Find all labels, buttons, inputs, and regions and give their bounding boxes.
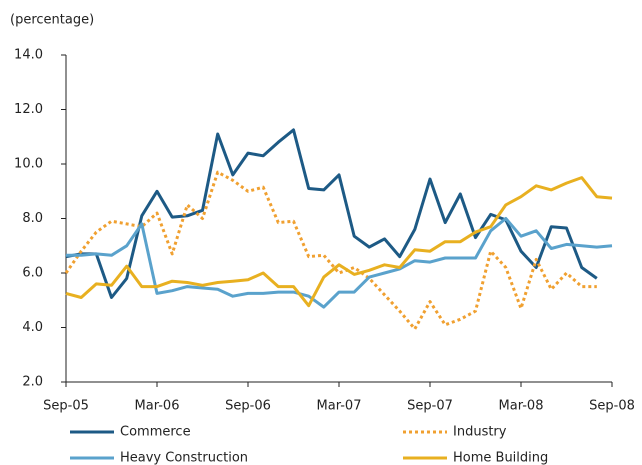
legend-label: Heavy Construction	[120, 451, 248, 465]
x-tick-label: Sep-08	[589, 399, 635, 414]
y-tick-label: 10.0	[14, 157, 43, 172]
y-tick-label: 2.0	[22, 375, 43, 390]
legend-label: Industry	[453, 425, 507, 440]
y-axis-label: (percentage)	[10, 13, 94, 28]
x-tick-label: Sep-06	[225, 399, 271, 414]
x-tick-label: Mar-08	[499, 399, 544, 414]
x-tick-label: Mar-06	[135, 399, 180, 414]
y-tick-label: 4.0	[22, 320, 43, 335]
series-line	[66, 217, 613, 309]
series-line	[65, 176, 613, 308]
x-tick-label: Sep-05	[43, 399, 89, 414]
x-tick-label: Mar-07	[317, 399, 362, 414]
y-tick-label: 8.0	[22, 211, 43, 226]
y-tick-label: 14.0	[14, 48, 43, 63]
legend-label: Commerce	[120, 425, 191, 440]
legend-label: Home Building	[453, 451, 548, 465]
x-tick-label: Sep-07	[407, 399, 453, 414]
series-line	[64, 170, 597, 331]
y-tick-label: 6.0	[22, 266, 43, 281]
y-tick-label: 12.0	[14, 102, 43, 117]
series-line	[65, 128, 598, 299]
